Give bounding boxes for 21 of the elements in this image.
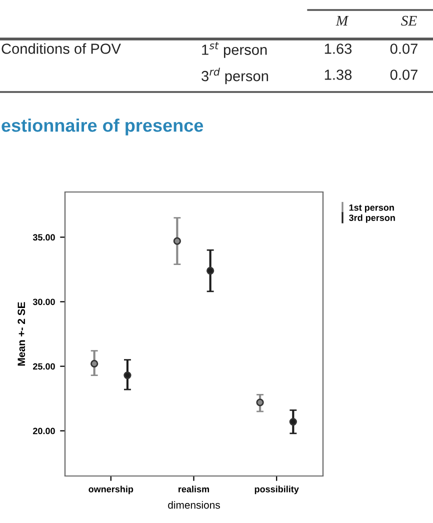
y-tick-label: 35.00 bbox=[32, 234, 55, 241]
y-tick-label: 30.00 bbox=[32, 298, 55, 306]
legend-label: 3rd person bbox=[349, 214, 395, 223]
y-tick-label: 25.00 bbox=[33, 363, 55, 370]
x-tick-label: ownership bbox=[88, 486, 134, 494]
text: 1$^{st}$ person bbox=[202, 42, 267, 58]
text: estionnaire of presence bbox=[2, 118, 204, 136]
text: M bbox=[336, 16, 349, 26]
text: 3$^{rd}$ person bbox=[202, 68, 268, 84]
x-tick-label: realism bbox=[178, 486, 209, 492]
y-tick-label: 20.00 bbox=[33, 428, 55, 434]
legend-label: 1st person bbox=[349, 204, 394, 213]
text: 0.07 bbox=[390, 44, 418, 54]
x-axis-title: dimensions bbox=[168, 501, 220, 509]
text: 0.07 bbox=[390, 70, 418, 80]
x-tick-label: possibility bbox=[254, 486, 299, 494]
text: SE bbox=[401, 16, 417, 26]
y-axis-title: Mean +- 2 SE bbox=[18, 302, 26, 366]
text: 1.63 bbox=[324, 44, 352, 54]
text: 1.38 bbox=[324, 70, 352, 80]
text: Conditions of POV bbox=[2, 43, 121, 54]
